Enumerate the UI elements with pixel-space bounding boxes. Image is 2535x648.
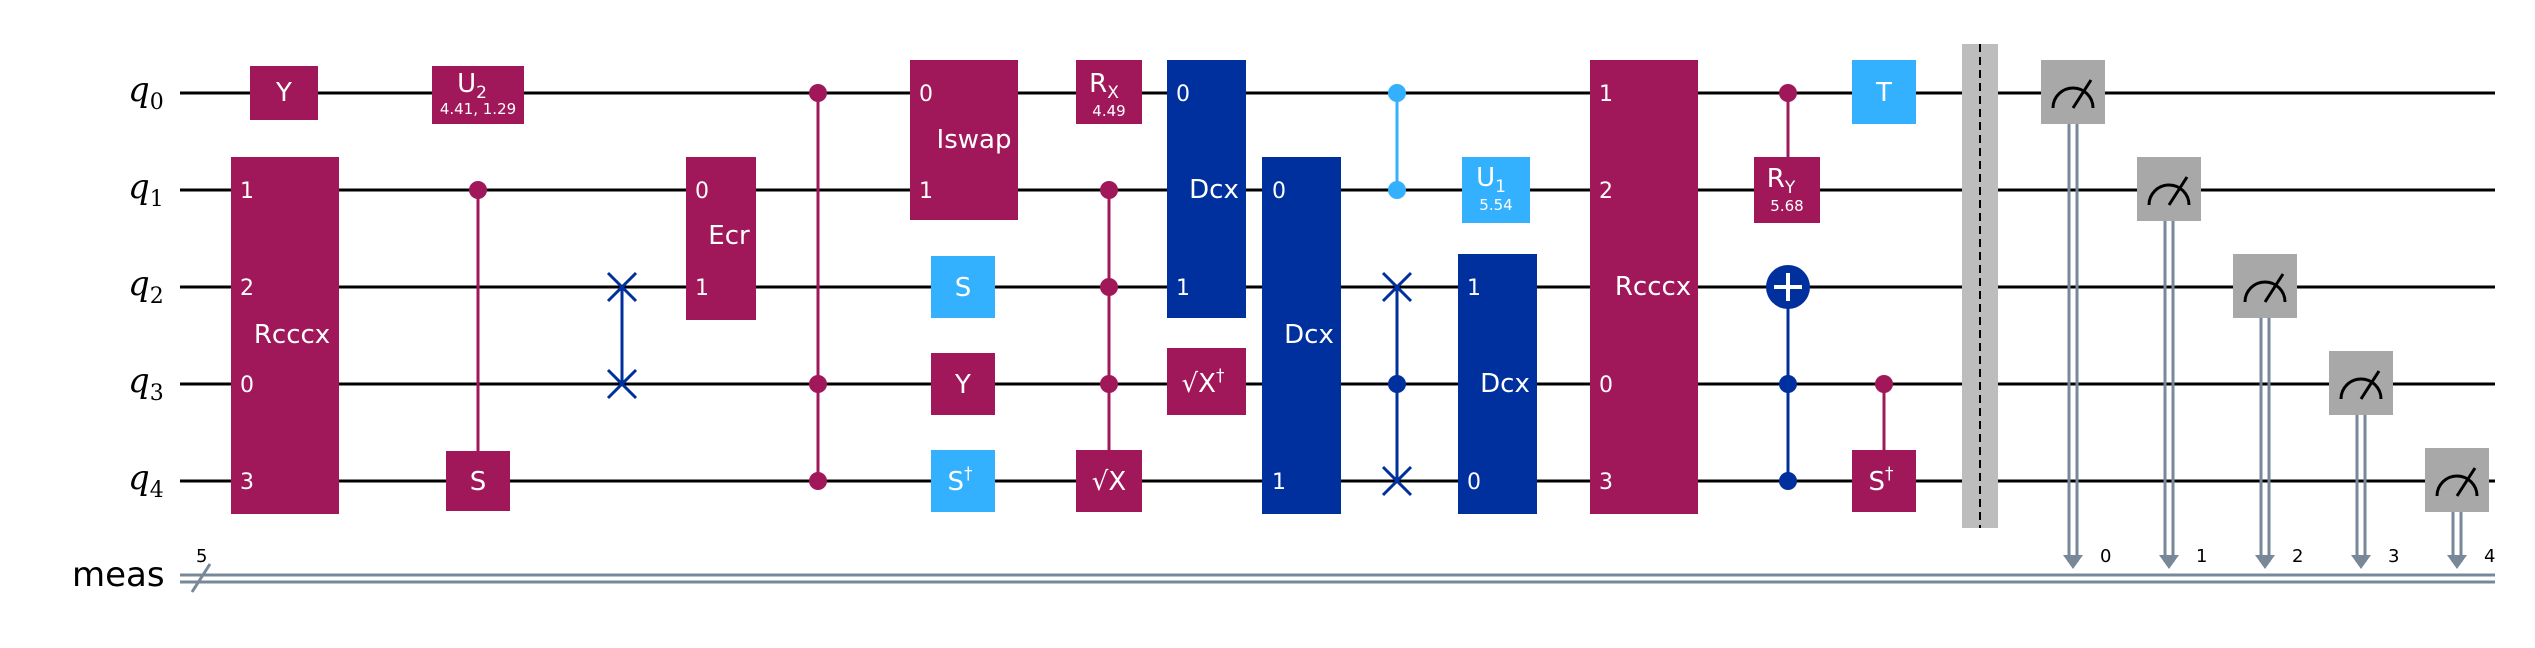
dcx-gate-2-pin-q4: 1 [1272, 470, 1286, 495]
rcccx-gate-1-pin-q4: 3 [240, 470, 254, 495]
s-gate-q2 [931, 256, 995, 318]
iswap-gate [910, 60, 1018, 220]
cswap-control-dot [1388, 375, 1406, 393]
cry-control-dot [1779, 84, 1797, 102]
qubit-label-q4: q4 [128, 458, 164, 503]
rcccx-gate-2 [1590, 60, 1698, 514]
rx-gate-params: 4.49 [1092, 102, 1125, 120]
rcccx-gate-1-label: Rcccx [254, 320, 330, 350]
iswap-gate-label: Iswap [937, 125, 1012, 155]
cz-dot-q0 [809, 84, 827, 102]
bus-slash [190, 563, 212, 593]
classical-wire: 5 [180, 546, 2495, 593]
measure-q0: 0 [2041, 60, 2111, 569]
u1-gate-params: 5.54 [1479, 196, 1512, 214]
qubit-label-q3: q3 [128, 361, 164, 406]
iswap-gate-pin-q0: 0 [919, 82, 933, 107]
rcccx-gate-2-pin-q0: 1 [1599, 82, 1613, 107]
measure-bit-3-label: 3 [2388, 546, 2399, 567]
dcx-gate-3-label: Dcx [1480, 369, 1530, 399]
classical-register-label: meas [72, 555, 165, 595]
ecr-gate-label: Ecr [708, 221, 750, 251]
dcx-gate-2-label: Dcx [1284, 320, 1334, 350]
ry-gate [1754, 157, 1820, 223]
wire-labels: q0 q1 q2 q3 q4 meas [72, 70, 165, 595]
swap-gate-q2-q3 [606, 271, 638, 400]
rcccx-gate-2-label: Rcccx [1615, 272, 1691, 302]
rcccx-gate-2-pin-q4: 3 [1599, 470, 1613, 495]
ecr-gate-pin-q1: 0 [695, 179, 709, 204]
y-gate-q3 [931, 353, 995, 415]
cz-cyan-dot-q0 [1388, 84, 1406, 102]
dcx-gate-1 [1167, 60, 1246, 318]
cs-target-gate [446, 451, 510, 511]
sdg-gate-q4 [931, 450, 995, 512]
rcccx-gate-2-pin-q1: 2 [1599, 179, 1613, 204]
sdg-gate-q4-label: S† [947, 464, 973, 497]
y-gate-q3-label: Y [954, 370, 971, 400]
ccx-dot-q3 [1779, 375, 1797, 393]
rcccx-gate-2-pin-q3: 0 [1599, 373, 1613, 398]
t-gate-q0-label: T [1875, 78, 1892, 108]
u2-gate [432, 66, 524, 124]
measure-bit-1-label: 1 [2196, 546, 2207, 567]
csdg-target-gate [1852, 450, 1916, 512]
measure-bit-0-label: 0 [2100, 546, 2111, 567]
u1-gate-label: U1 [1476, 163, 1506, 197]
sxdg-gate-q3 [1167, 348, 1246, 415]
measure-q3: 3 [2329, 351, 2399, 569]
u2-gate-label: U2 [457, 69, 487, 103]
cz-cyan-dot-q1 [1388, 181, 1406, 199]
measure-q2: 2 [2233, 254, 2303, 569]
dcx-gate-3 [1458, 254, 1537, 514]
dcx-gate-3-pin-q4: 0 [1467, 470, 1481, 495]
cz-dot-q3 [809, 375, 827, 393]
sx-gate-q4 [1076, 450, 1142, 512]
measure-bit-2-label: 2 [2292, 546, 2303, 567]
s-gate-q2-label: S [955, 273, 972, 303]
rx-gate [1076, 60, 1142, 124]
u1-gate [1462, 157, 1530, 223]
dcx-gate-2-pin-q1: 0 [1272, 179, 1286, 204]
cz-dot-q4 [809, 472, 827, 490]
qubit-label-q0: q0 [128, 70, 164, 115]
csdg-target-label: S† [1868, 464, 1894, 497]
qubit-label-q1: q1 [128, 167, 164, 212]
csx-dot-q3 [1100, 375, 1118, 393]
rcccx-gate-1-pin-q2: 2 [240, 276, 254, 301]
csx-dot-q1 [1100, 181, 1118, 199]
measure-q1: 1 [2137, 157, 2207, 569]
y-gate-q0-label: Y [275, 78, 292, 108]
y-gate-q0 [250, 66, 318, 120]
rcccx-gate-1-pin-q3: 0 [240, 373, 254, 398]
sxdg-gate-q3-label: √X† [1182, 366, 1225, 399]
csdg-control-dot [1875, 375, 1893, 393]
cs-target-label: S [470, 467, 487, 497]
classical-width-label: 5 [196, 546, 207, 567]
u2-gate-params: 4.41, 1.29 [440, 100, 516, 118]
rcccx-gate-1 [231, 157, 339, 514]
t-gate-q0 [1852, 60, 1916, 124]
dcx-gate-1-pin-q2: 1 [1176, 276, 1190, 301]
dcx-gate-1-pin-q0: 0 [1176, 82, 1190, 107]
qubit-label-q2: q2 [128, 264, 164, 309]
ccx-dot-q4 [1779, 472, 1797, 490]
dcx-gate-2 [1262, 157, 1341, 514]
ecr-gate [686, 157, 756, 320]
rcccx-gate-1-pin-q1: 1 [240, 179, 254, 204]
ecr-gate-pin-q2: 1 [695, 276, 709, 301]
iswap-gate-pin-q1: 1 [919, 179, 933, 204]
ry-gate-label: RY [1767, 164, 1796, 198]
ry-gate-params: 5.68 [1770, 197, 1803, 215]
cs-control-dot [469, 181, 487, 199]
csx-dot-q2 [1100, 278, 1118, 296]
rx-gate-label: RX [1089, 69, 1119, 103]
dcx-gate-1-label: Dcx [1189, 175, 1239, 205]
measure-bit-4-label: 4 [2484, 546, 2495, 567]
sx-gate-q4-label: √X [1092, 467, 1126, 497]
measure-q4: 4 [2425, 448, 2495, 569]
dcx-gate-3-pin-q2: 1 [1467, 276, 1481, 301]
